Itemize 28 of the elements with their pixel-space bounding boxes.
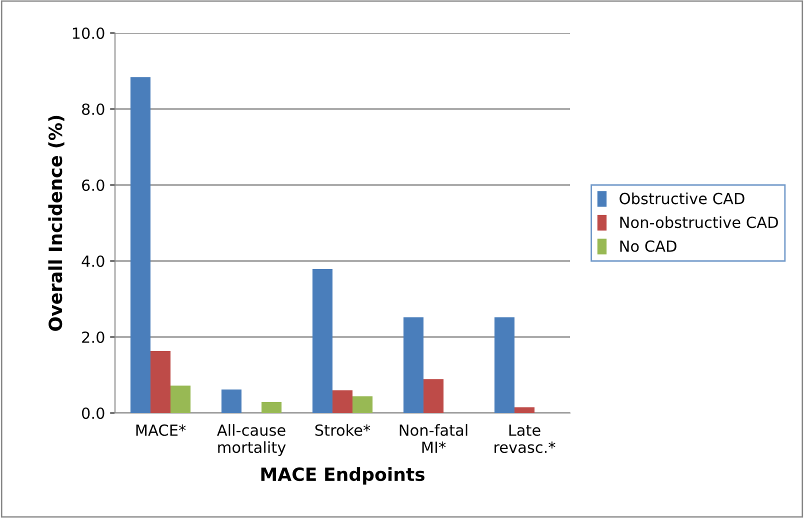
y-tick-label: 0.0: [82, 407, 104, 420]
bar: [170, 386, 191, 413]
y-axis-title: Overall Incidence (%): [48, 116, 64, 331]
bar: [262, 402, 282, 413]
legend-label: No CAD: [620, 240, 676, 252]
bar: [352, 396, 373, 413]
x-tick-label: MACE*: [136, 424, 186, 436]
bar: [514, 407, 535, 413]
x-axis-title: MACE Endpoints: [261, 467, 424, 485]
bar: [494, 317, 514, 413]
x-tick-label: Stroke*: [315, 424, 370, 436]
y-tick-label: 8.0: [82, 103, 104, 116]
x-tick-label: Late revasc.*: [494, 424, 556, 454]
bar: [403, 317, 424, 413]
legend-label: Obstructive CAD: [620, 192, 744, 204]
bar: [423, 379, 444, 413]
y-tick-label: 2.0: [82, 331, 104, 344]
bar: [312, 268, 332, 413]
legend-label: Non-obstructive CAD: [620, 216, 778, 228]
y-tick-label: 4.0: [82, 255, 104, 268]
bar: [130, 77, 150, 413]
bar: [150, 351, 171, 413]
x-tick-label: Non-fatal MI*: [400, 424, 468, 453]
y-tick-label: 6.0: [82, 179, 104, 192]
bar: [332, 390, 353, 413]
y-tick-label: 10.0: [72, 27, 104, 40]
bar: [221, 389, 242, 413]
x-tick-label: All-cause mortality: [216, 424, 286, 456]
